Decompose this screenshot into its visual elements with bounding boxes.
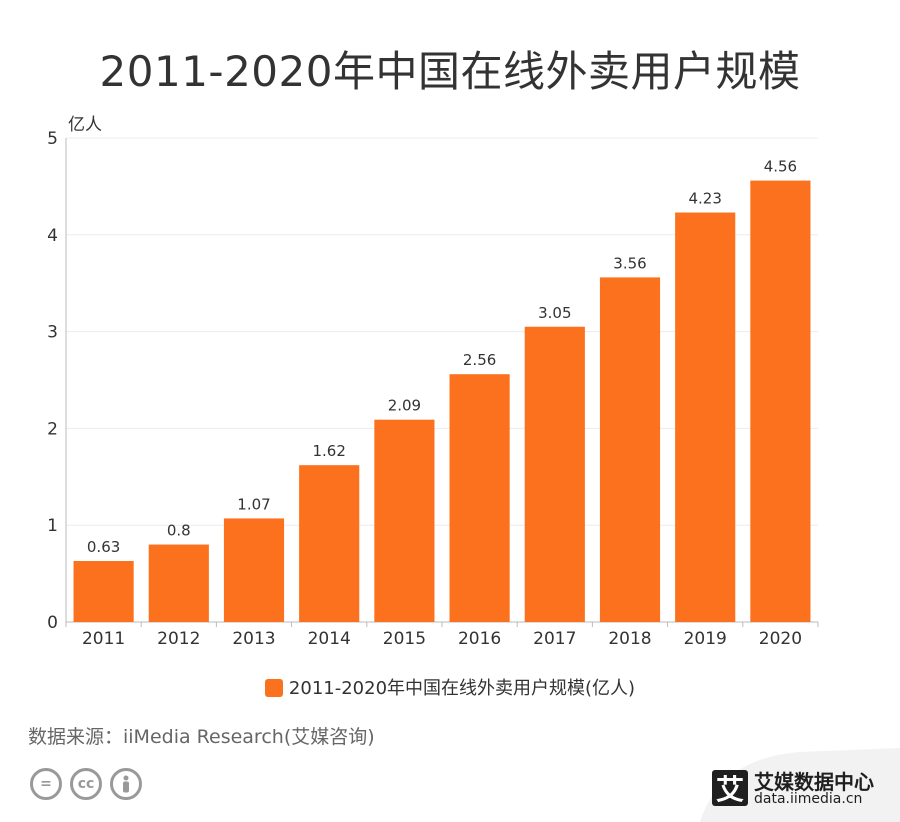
bar bbox=[223, 518, 285, 622]
bar bbox=[599, 277, 661, 622]
bar bbox=[675, 212, 736, 622]
x-tick-label: 2016 bbox=[458, 629, 501, 649]
y-tick-label: 5 bbox=[47, 129, 58, 149]
bar bbox=[374, 419, 435, 622]
x-tick-label: 2018 bbox=[608, 629, 651, 649]
data-label: 1.62 bbox=[312, 442, 345, 460]
y-unit-label: 亿人 bbox=[68, 115, 102, 135]
person-icon bbox=[110, 768, 142, 800]
equals-icon: = bbox=[30, 768, 62, 800]
data-label: 4.56 bbox=[764, 158, 797, 176]
y-tick-label: 4 bbox=[47, 226, 58, 246]
bar bbox=[449, 374, 510, 622]
brand-banner bbox=[700, 748, 900, 822]
bar bbox=[148, 544, 209, 622]
x-tick-label: 2014 bbox=[308, 629, 351, 649]
cc-icon: cc bbox=[70, 768, 102, 800]
data-label: 2.56 bbox=[463, 351, 496, 369]
legend-label: 2011-2020年中国在线外卖用户规模(亿人) bbox=[288, 678, 636, 699]
legend-swatch bbox=[264, 679, 283, 697]
y-tick-label: 1 bbox=[47, 516, 58, 536]
source-note: 数据来源：iiMedia Research(艾媒咨询) bbox=[28, 726, 375, 748]
bar bbox=[524, 326, 585, 622]
bar bbox=[73, 561, 134, 622]
brand-name: 艾媒数据中心 bbox=[754, 770, 874, 794]
legend[interactable]: 2011-2020年中国在线外卖用户规模(亿人) bbox=[0, 674, 900, 700]
y-tick-label: 3 bbox=[47, 323, 58, 343]
bar bbox=[750, 180, 811, 623]
data-label: 4.23 bbox=[688, 190, 721, 208]
brand-url[interactable]: data.iimedia.cn bbox=[754, 791, 863, 807]
x-tick-label: 2019 bbox=[684, 629, 727, 649]
x-tick-label: 2012 bbox=[157, 629, 200, 649]
data-label: 0.63 bbox=[87, 538, 120, 556]
x-tick-label: 2017 bbox=[533, 629, 576, 649]
y-tick-label: 2 bbox=[47, 419, 58, 439]
x-tick-label: 2011 bbox=[82, 629, 125, 649]
x-tick-label: 2015 bbox=[383, 629, 426, 649]
data-label: 3.56 bbox=[613, 254, 646, 272]
data-label: 3.05 bbox=[538, 304, 571, 322]
license-icons: = cc bbox=[30, 768, 142, 800]
brand-logo: 艾 bbox=[712, 770, 748, 806]
bar bbox=[299, 465, 360, 622]
data-label: 1.07 bbox=[237, 495, 270, 513]
y-tick-label: 0 bbox=[47, 613, 58, 633]
data-label: 2.09 bbox=[388, 397, 421, 415]
chart-title: 2011-2020年中国在线外卖用户规模 bbox=[99, 47, 801, 96]
x-tick-label: 2020 bbox=[759, 629, 802, 649]
data-label: 0.8 bbox=[167, 522, 191, 540]
x-tick-label: 2013 bbox=[232, 629, 275, 649]
